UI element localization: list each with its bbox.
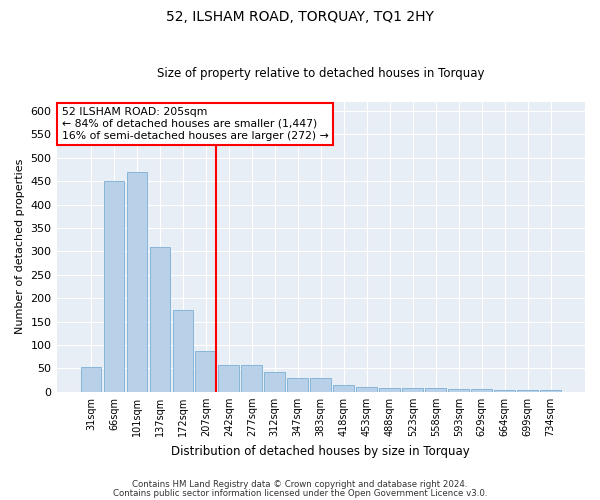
Bar: [173, 310, 193, 392]
Bar: [472, 388, 492, 392]
Text: Contains public sector information licensed under the Open Government Licence v3: Contains public sector information licen…: [113, 488, 487, 498]
Y-axis label: Number of detached properties: Number of detached properties: [15, 159, 25, 334]
Bar: [356, 387, 377, 392]
Bar: [448, 388, 469, 392]
Bar: [310, 378, 331, 392]
Text: 52 ILSHAM ROAD: 205sqm
← 84% of detached houses are smaller (1,447)
16% of semi-: 52 ILSHAM ROAD: 205sqm ← 84% of detached…: [62, 108, 329, 140]
Title: Size of property relative to detached houses in Torquay: Size of property relative to detached ho…: [157, 66, 485, 80]
Bar: [149, 246, 170, 392]
Text: 52, ILSHAM ROAD, TORQUAY, TQ1 2HY: 52, ILSHAM ROAD, TORQUAY, TQ1 2HY: [166, 10, 434, 24]
Bar: [196, 351, 216, 392]
Bar: [425, 388, 446, 392]
Bar: [80, 367, 101, 392]
Text: Contains HM Land Registry data © Crown copyright and database right 2024.: Contains HM Land Registry data © Crown c…: [132, 480, 468, 489]
Bar: [379, 388, 400, 392]
Bar: [403, 388, 423, 392]
Bar: [540, 390, 561, 392]
Bar: [127, 172, 147, 392]
Bar: [241, 365, 262, 392]
X-axis label: Distribution of detached houses by size in Torquay: Distribution of detached houses by size …: [172, 444, 470, 458]
Bar: [517, 390, 538, 392]
Bar: [334, 385, 354, 392]
Bar: [218, 365, 239, 392]
Bar: [265, 372, 285, 392]
Bar: [494, 390, 515, 392]
Bar: [287, 378, 308, 392]
Bar: [104, 181, 124, 392]
